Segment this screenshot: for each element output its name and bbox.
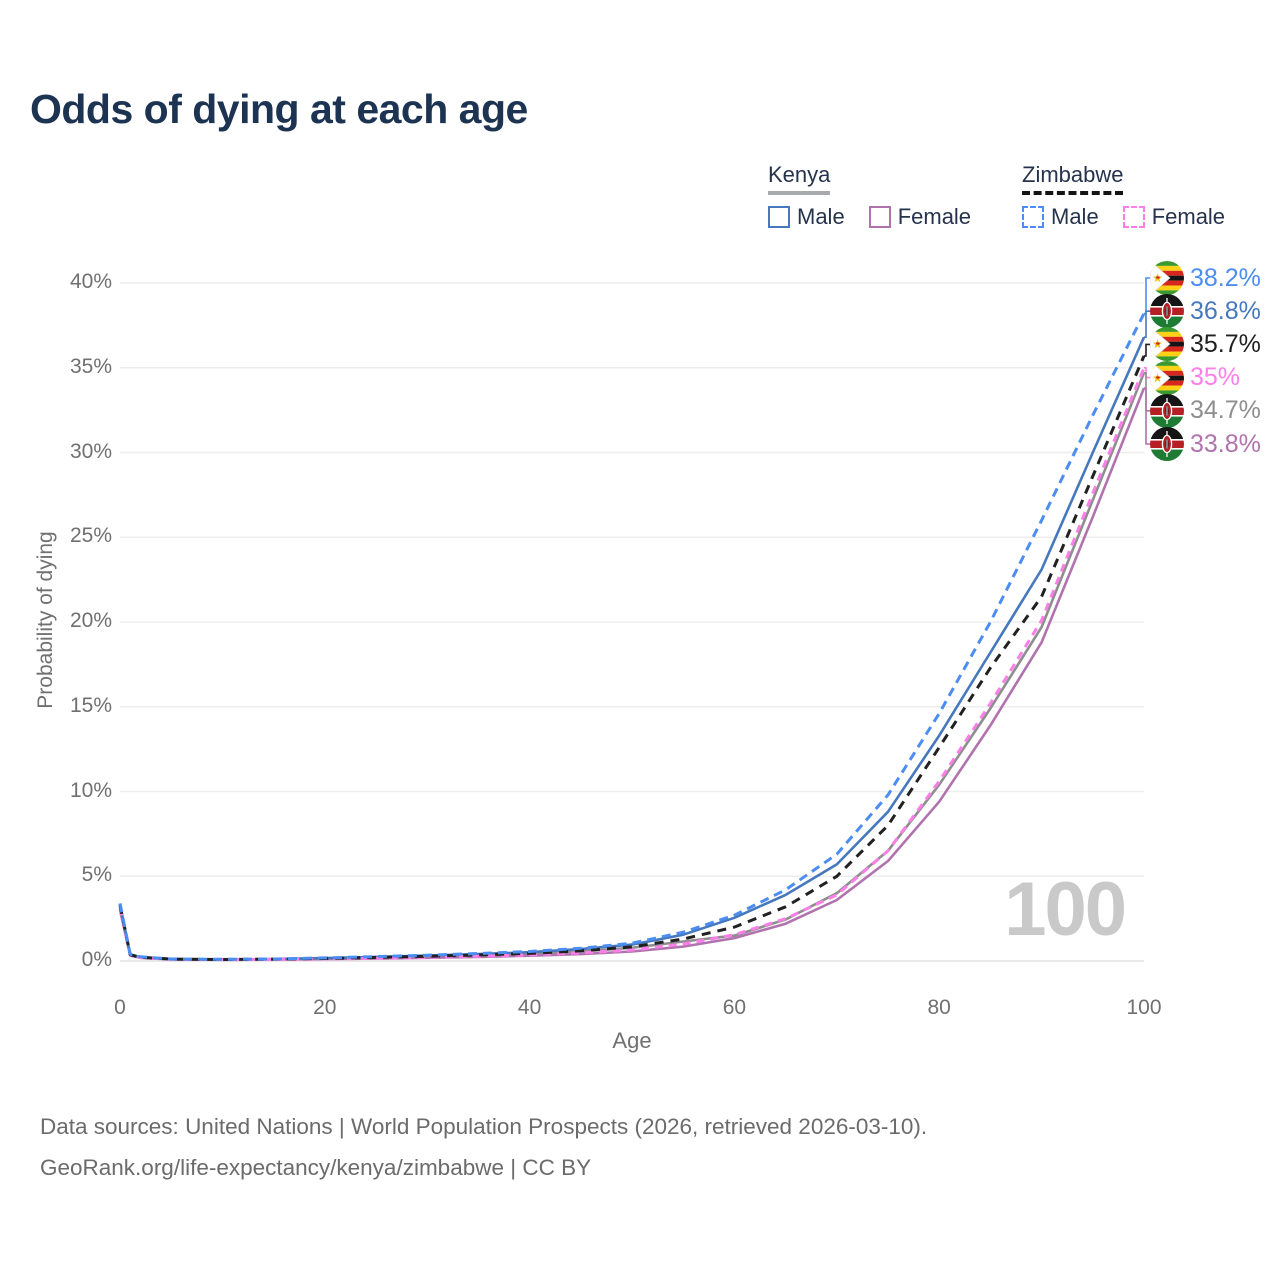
y-tick-10: 10%: [69, 778, 112, 802]
legend-item-zimbabwe-male[interactable]: Male: [1022, 204, 1099, 230]
gridlines: [120, 282, 1144, 962]
zimbabwe-flag-icon: [1150, 327, 1184, 362]
end-label-row-zimbabwe-all: 35.7%: [1150, 326, 1261, 362]
end-label-row-kenya-all: 34.7%: [1150, 393, 1261, 429]
y-tick-20: 20%: [69, 609, 112, 632]
legend-label-zimbabwe-female: Female: [1151, 204, 1226, 229]
page-title: Odds of dying at each age: [30, 86, 528, 132]
x-axis-title: Age: [612, 1028, 652, 1053]
kenya-male-swatch-icon: [768, 206, 790, 228]
leader-line-zimbabwe-all: [1144, 343, 1151, 357]
legend-label-zimbabwe-male: Male: [1051, 204, 1099, 229]
x-tick-40: 40: [517, 996, 542, 1019]
y-tick-30: 30%: [69, 439, 112, 463]
legend-group-kenya: Kenya Male Female: [768, 162, 971, 230]
series-line-zimbabwe-male[interactable]: [118, 312, 1146, 961]
end-label-value-zimbabwe-all: 35.7%: [1190, 329, 1261, 358]
series-lines: [118, 312, 1146, 962]
x-tick-80: 80: [927, 996, 951, 1019]
x-tick-100: 100: [1126, 996, 1162, 1019]
zimbabwe-flag-icon: [1150, 360, 1184, 395]
x-tick-0: 0: [114, 996, 126, 1019]
data-sources-text: Data sources: United Nations | World Pop…: [40, 1114, 928, 1139]
y-tick-15: 15%: [69, 693, 112, 717]
legend-label-kenya-male: Male: [797, 204, 845, 229]
attribution-text: GeoRank.org/life-expectancy/kenya/zimbab…: [40, 1155, 592, 1180]
legend-country-zimbabwe: Zimbabwe: [1022, 162, 1124, 195]
legend-label-kenya-female: Female: [897, 204, 972, 229]
end-label-value-kenya-female: 33.8%: [1190, 429, 1261, 458]
series-line-kenya-male[interactable]: [118, 336, 1146, 961]
leader-line-kenya-male: [1144, 310, 1151, 338]
y-tick-25: 25%: [69, 524, 112, 548]
kenya-flag-icon: [1150, 294, 1184, 329]
y-tick-0: 0%: [81, 948, 112, 971]
end-label-value-kenya-male: 36.8%: [1190, 296, 1261, 325]
end-label-row-zimbabwe-male: 38.2%: [1150, 260, 1261, 296]
y-axis-title: Probability of dying: [34, 531, 57, 709]
kenya-flag-icon: [1150, 393, 1184, 428]
zimbabwe-male-swatch-icon: [1022, 206, 1044, 228]
leader-line-kenya-female: [1144, 387, 1151, 445]
end-label-value-zimbabwe-male: 38.2%: [1190, 263, 1261, 292]
end-label-value-kenya-all: 34.7%: [1190, 396, 1261, 425]
age-counter-watermark: 100: [1004, 867, 1127, 952]
legend-items-kenya: Male Female: [768, 204, 971, 230]
y-tick-5: 5%: [81, 863, 112, 887]
legend-item-kenya-male[interactable]: Male: [768, 204, 845, 230]
series-line-kenya-all[interactable]: [118, 372, 1146, 961]
x-tick-60: 60: [722, 996, 747, 1019]
kenya-female-swatch-icon: [868, 206, 891, 228]
legend-item-zimbabwe-female[interactable]: Female: [1122, 204, 1226, 230]
end-label-value-zimbabwe-female: 35%: [1190, 363, 1241, 392]
kenya-flag-icon: [1150, 427, 1184, 461]
zimbabwe-flag-icon: [1150, 261, 1184, 295]
end-label-row-kenya-female: 33.8%: [1150, 426, 1261, 462]
legend-group-zimbabwe: Zimbabwe Male Female: [1022, 162, 1225, 230]
y-tick-40: 40%: [69, 270, 112, 293]
series-line-zimbabwe-female[interactable]: [118, 367, 1146, 962]
legend-country-kenya: Kenya: [768, 162, 831, 195]
legend-item-kenya-female[interactable]: Female: [868, 204, 972, 230]
series-line-zimbabwe-all[interactable]: [118, 355, 1146, 961]
x-tick-20: 20: [313, 996, 337, 1019]
legend-items-zimbabwe: Male Female: [1022, 204, 1225, 230]
zimbabwe-female-swatch-icon: [1122, 206, 1145, 228]
leader-line-zimbabwe-male: [1144, 277, 1151, 315]
leader-lines: [1144, 277, 1151, 445]
end-label-row-zimbabwe-female: 35%: [1150, 360, 1240, 396]
footer: Data sources: United Nations | World Pop…: [40, 1106, 927, 1188]
y-tick-35: 35%: [69, 354, 112, 378]
end-label-row-kenya-male: 36.8%: [1150, 293, 1261, 329]
